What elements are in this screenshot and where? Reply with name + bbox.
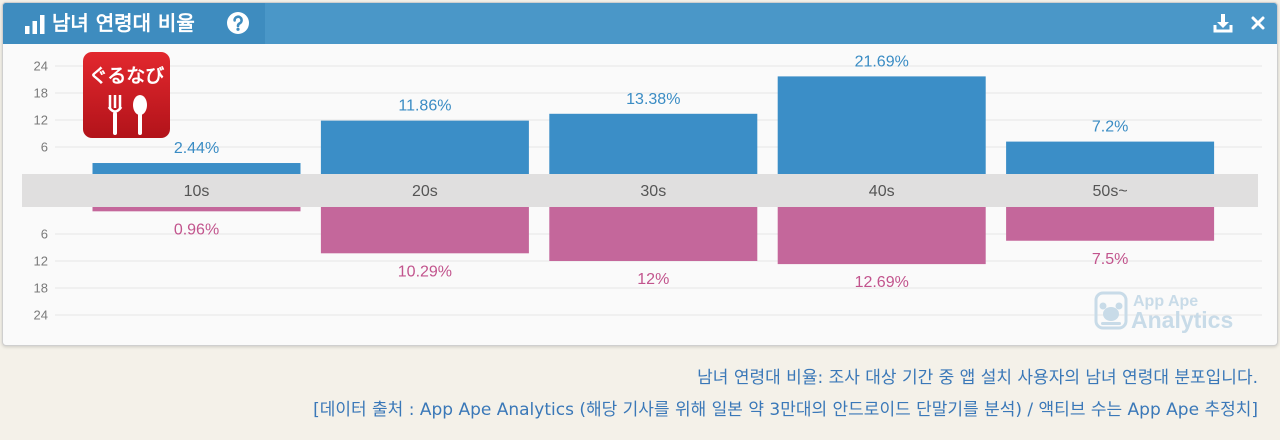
data-label-lower-10s: 0.96% <box>174 221 219 238</box>
bar-upper-50s <box>1006 141 1215 174</box>
data-label-lower-50s: 7.5% <box>1092 251 1128 268</box>
fork-spoon-icon <box>107 95 147 135</box>
y-tick-label-upper: 24 <box>34 59 48 74</box>
app-logo: ぐるなび <box>83 52 170 138</box>
panel-header: 남녀 연령대 비율 <box>3 3 1277 44</box>
app-logo-text: ぐるなび <box>89 65 165 87</box>
bar-lower-10s <box>92 207 301 212</box>
bar-lower-30s <box>549 207 758 261</box>
data-label-lower-20s: 10.29% <box>398 263 452 280</box>
data-label-lower-30s: 12% <box>637 271 669 288</box>
category-label-20s: 20s <box>412 183 438 200</box>
caption-source: [데이터 출처 : App Ape Analytics (해당 기사를 위해 일… <box>313 400 1258 420</box>
category-label-30s: 30s <box>640 183 666 200</box>
category-label-50s: 50s~ <box>1093 183 1128 200</box>
bar-upper-10s <box>92 163 301 174</box>
watermark-line2: Analytics <box>1131 307 1233 333</box>
y-tick-label-upper: 12 <box>34 113 48 128</box>
category-label-10s: 10s <box>184 183 210 200</box>
help-circle-icon[interactable] <box>227 12 249 34</box>
bar-upper-20s <box>320 120 529 174</box>
data-label-upper-50s: 7.2% <box>1092 119 1128 136</box>
bar-chart-icon <box>25 15 45 34</box>
bar-lower-50s <box>1006 207 1215 241</box>
data-label-upper-10s: 2.44% <box>174 140 219 157</box>
y-tick-label-lower: 24 <box>34 308 48 323</box>
watermark-line1: App Ape <box>1133 293 1198 310</box>
y-tick-label-lower: 18 <box>34 281 48 296</box>
y-tick-label-lower: 12 <box>34 254 48 269</box>
data-label-lower-40s: 12.69% <box>855 274 909 291</box>
data-label-upper-20s: 11.86% <box>398 98 451 115</box>
caption-description: 남녀 연령대 비율: 조사 대상 기간 중 앱 설치 사용자의 남녀 연령대 분… <box>697 368 1258 388</box>
close-icon[interactable] <box>1250 15 1266 31</box>
chart-marks: 6 6 12 12 18 18 24 24 10s 2.44% 0.96% 20s 11.86% 10.2… <box>22 53 1262 323</box>
data-label-upper-40s: 21.69% <box>855 53 909 70</box>
y-tick-label-upper: 18 <box>34 86 48 101</box>
panel-title: 남녀 연령대 비율 <box>52 11 195 35</box>
age-gender-chart: 6 6 12 12 18 18 24 24 10s 2.44% 0.96% 20s 11.86% 10.2… <box>22 52 1262 333</box>
y-tick-label-upper: 6 <box>41 140 48 155</box>
bar-lower-40s <box>777 207 986 265</box>
ape-face-icon <box>1094 291 1128 330</box>
age-gender-panel: 6 6 12 12 18 18 24 24 10s 2.44% 0.96% 20s 11.86% 10.2… <box>2 2 1278 346</box>
category-label-40s: 40s <box>869 183 895 200</box>
data-label-upper-30s: 13.38% <box>626 91 680 108</box>
download-icon[interactable] <box>1212 12 1234 34</box>
watermark: App Ape Analytics <box>1094 291 1233 333</box>
bar-upper-30s <box>549 113 758 174</box>
app-logo-background <box>83 52 170 138</box>
header-title-tab <box>3 3 265 44</box>
caption: 남녀 연령대 비율: 조사 대상 기간 중 앱 설치 사용자의 남녀 연령대 분… <box>313 362 1258 426</box>
bar-lower-20s <box>320 207 529 254</box>
y-tick-label-lower: 6 <box>41 227 48 242</box>
category-band <box>22 174 1258 207</box>
bar-upper-40s <box>777 76 986 174</box>
